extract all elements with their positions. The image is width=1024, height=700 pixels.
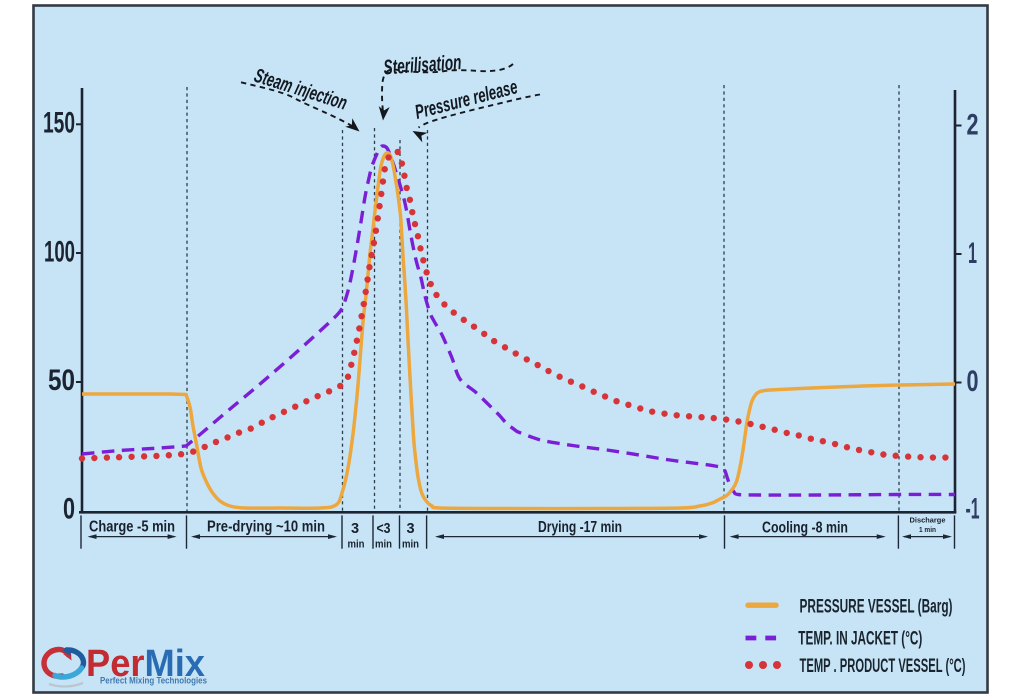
svg-text:Cooling -8 min: Cooling -8 min bbox=[762, 520, 848, 537]
svg-text:Sterilisation: Sterilisation bbox=[383, 51, 462, 79]
svg-text:3: 3 bbox=[406, 521, 414, 537]
svg-text:100: 100 bbox=[44, 235, 75, 268]
svg-text:0: 0 bbox=[967, 365, 979, 398]
svg-text:1 min: 1 min bbox=[919, 525, 936, 534]
svg-text:min: min bbox=[402, 539, 419, 551]
svg-text:3: 3 bbox=[351, 521, 359, 537]
svg-text:Discharge: Discharge bbox=[910, 515, 946, 524]
svg-text:2: 2 bbox=[967, 109, 979, 142]
svg-text:1: 1 bbox=[968, 237, 977, 270]
svg-text:Pre-drying ~10 min: Pre-drying ~10 min bbox=[207, 519, 325, 536]
svg-text:150: 150 bbox=[43, 107, 75, 140]
svg-text:Perfect Mixing Technologies: Perfect Mixing Technologies bbox=[100, 675, 207, 685]
svg-text:0: 0 bbox=[63, 493, 75, 526]
svg-text:Charge -5 min: Charge -5 min bbox=[89, 519, 175, 536]
svg-text:TEMP. IN JACKET (°C): TEMP. IN JACKET (°C) bbox=[798, 629, 922, 650]
svg-text:PRESSURE VESSEL (Barg): PRESSURE VESSEL (Barg) bbox=[800, 596, 953, 617]
svg-text:min: min bbox=[375, 539, 392, 551]
svg-text:min: min bbox=[348, 539, 365, 551]
svg-text:<3: <3 bbox=[377, 521, 391, 537]
svg-text:PerMix: PerMix bbox=[86, 643, 205, 685]
svg-text:Drying -17 min: Drying -17 min bbox=[538, 519, 622, 536]
svg-text:50: 50 bbox=[48, 364, 75, 397]
svg-text:TEMP . PRODUCT VESSEL (°C): TEMP . PRODUCT VESSEL (°C) bbox=[800, 656, 966, 677]
svg-text:-1: -1 bbox=[966, 493, 980, 526]
